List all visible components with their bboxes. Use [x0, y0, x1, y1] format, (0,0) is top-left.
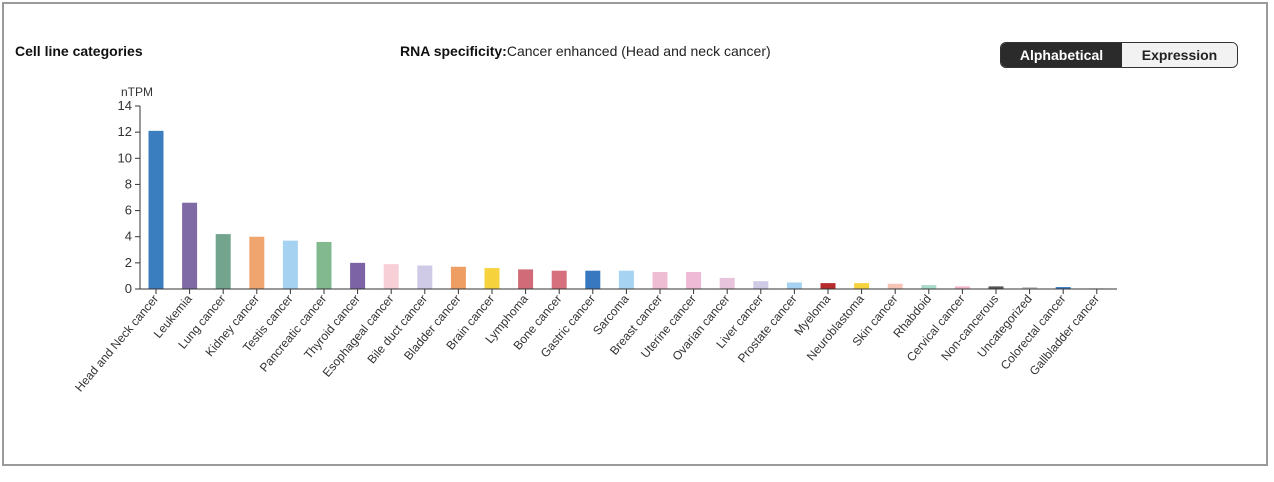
bar[interactable]: [1055, 287, 1071, 289]
bar[interactable]: [316, 241, 332, 289]
bar[interactable]: [1022, 287, 1038, 289]
chart-panel: [2, 2, 1268, 466]
bar[interactable]: [282, 240, 298, 289]
panel-title: Cell line categories: [15, 43, 143, 59]
y-tick-label: 8: [125, 176, 132, 191]
bar[interactable]: [988, 286, 1004, 289]
y-tick-label: 12: [118, 124, 132, 139]
bar[interactable]: [652, 272, 668, 289]
bar[interactable]: [887, 283, 903, 289]
bar[interactable]: [215, 234, 231, 289]
bar[interactable]: [921, 285, 937, 289]
bar[interactable]: [249, 236, 265, 289]
bar[interactable]: [585, 270, 601, 289]
bar[interactable]: [148, 130, 164, 289]
bar[interactable]: [551, 270, 567, 289]
y-tick-label: 0: [125, 281, 132, 296]
bar[interactable]: [753, 281, 769, 289]
y-tick-label: 6: [125, 203, 132, 218]
bar[interactable]: [719, 277, 735, 289]
rna-specificity: RNA specificity:Cancer enhanced (Head an…: [400, 43, 771, 59]
bar[interactable]: [786, 282, 802, 289]
expression-button[interactable]: Expression: [1122, 43, 1237, 67]
sort-toggle: Alphabetical Expression: [1000, 42, 1238, 68]
rna-specificity-value: Cancer enhanced (Head and neck cancer): [506, 43, 771, 59]
x-tick-label: Head and Neck cancer: [72, 292, 161, 395]
y-axis: 0 2 4 6 8 10 12 14: [118, 98, 141, 296]
bar[interactable]: [182, 202, 198, 289]
y-tick-label: 10: [118, 150, 132, 165]
bar[interactable]: [417, 265, 433, 289]
bar[interactable]: [820, 283, 836, 289]
bar[interactable]: [450, 266, 466, 289]
bar[interactable]: [954, 286, 970, 289]
bar[interactable]: [484, 268, 500, 289]
y-tick-label: 14: [118, 98, 132, 113]
bar[interactable]: [686, 272, 702, 289]
bar[interactable]: [518, 269, 534, 289]
rna-specificity-label: RNA specificity:: [400, 43, 507, 59]
bar[interactable]: [854, 283, 870, 289]
x-tick-label: Bile duct cancer: [364, 292, 430, 366]
bars: [148, 130, 1105, 289]
y-tick-label: 4: [125, 229, 132, 244]
bar[interactable]: [618, 270, 634, 289]
x-tick-label: Prostate cancer: [735, 292, 800, 365]
bar[interactable]: [350, 262, 366, 289]
y-axis-label: nTPM: [121, 85, 153, 99]
bar[interactable]: [383, 264, 399, 289]
alphabetical-button[interactable]: Alphabetical: [1001, 43, 1122, 67]
y-tick-label: 2: [125, 255, 132, 270]
